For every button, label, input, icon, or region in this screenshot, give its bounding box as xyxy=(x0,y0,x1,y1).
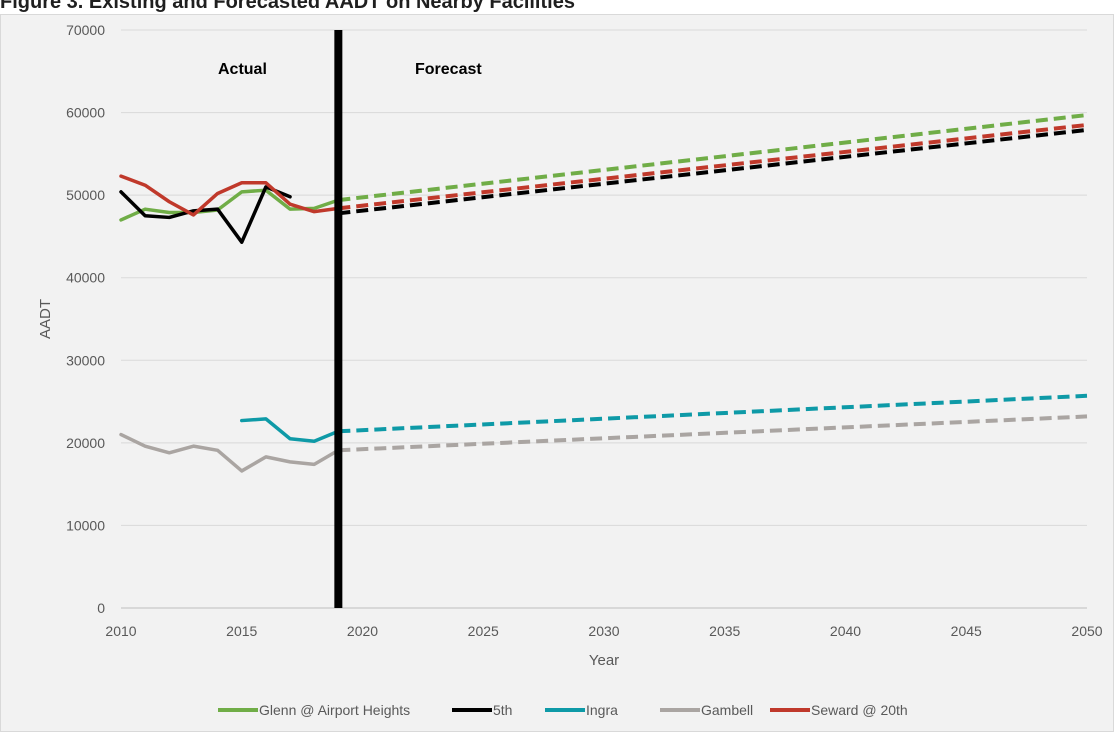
y-tick-label: 50000 xyxy=(66,187,105,203)
y-tick-label: 60000 xyxy=(66,105,105,121)
x-tick-label: 2025 xyxy=(468,623,499,639)
series-actual-line xyxy=(240,417,341,443)
series-forecast-line xyxy=(338,127,1088,216)
x-tick-label: 2050 xyxy=(1071,623,1102,639)
x-tick-label: 2045 xyxy=(951,623,982,639)
x-tick-label: 2015 xyxy=(226,623,257,639)
y-tick-label: 0 xyxy=(97,600,105,616)
x-axis-title: Year xyxy=(589,652,619,669)
figure-caption: Figure 3. Existing and Forecasted AADT o… xyxy=(0,0,575,13)
legend-label: Gambell xyxy=(701,702,753,718)
y-tick-label: 20000 xyxy=(66,435,105,451)
series-forecast-line xyxy=(338,113,1088,203)
x-tick-label: 2035 xyxy=(709,623,740,639)
annotation-forecast: Forecast xyxy=(415,61,482,78)
series-forecast-line xyxy=(338,393,1088,434)
series-lines xyxy=(119,113,1088,473)
legend-label: 5th xyxy=(493,702,512,718)
x-tick-label: 2010 xyxy=(105,623,136,639)
legend-label: Seward @ 20th xyxy=(811,702,908,718)
y-tick-label: 40000 xyxy=(66,270,105,286)
y-tick-label: 70000 xyxy=(66,22,105,38)
legend-label: Ingra xyxy=(586,702,618,718)
x-tick-label: 2040 xyxy=(830,623,861,639)
y-axis-title: AADT xyxy=(37,299,54,339)
series-actual-line xyxy=(119,432,341,473)
x-tick-labels: 2010 2015 2020 2025 2030 2035 2040 2045 2050 xyxy=(105,623,1102,639)
y-tick-label: 30000 xyxy=(66,352,105,368)
series-actual-line xyxy=(119,185,292,244)
series-actual-line xyxy=(119,174,341,217)
legend-label: Glenn @ Airport Heights xyxy=(259,702,410,718)
legend: Glenn @ Airport Heights 5th Ingra Gambell Se… xyxy=(218,702,908,718)
series-forecast-line xyxy=(338,122,1088,211)
annotation-actual: Actual xyxy=(218,61,267,78)
x-tick-label: 2030 xyxy=(588,623,619,639)
gridlines xyxy=(121,29,1087,609)
y-tick-labels: 0 10000 20000 30000 40000 50000 60000 70000 xyxy=(66,22,105,616)
series-forecast-line xyxy=(338,414,1088,453)
y-tick-label: 10000 xyxy=(66,517,105,533)
x-tick-label: 2020 xyxy=(347,623,378,639)
